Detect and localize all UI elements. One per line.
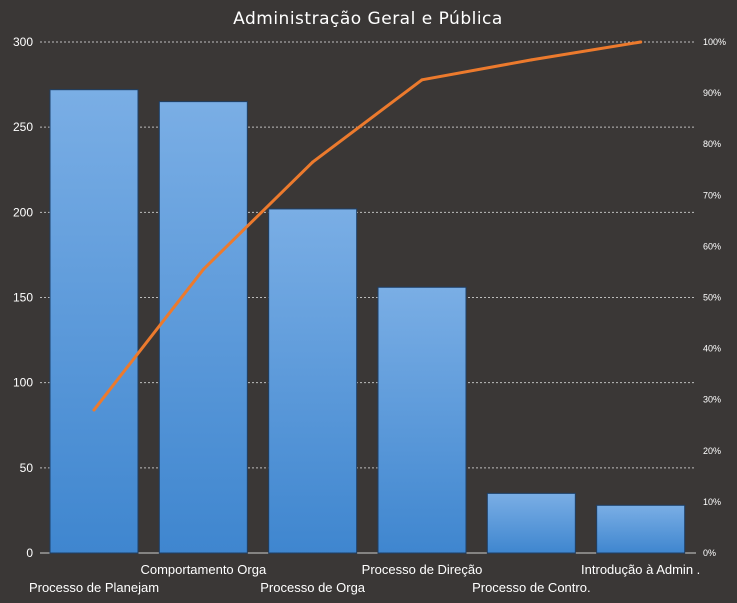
y-tick-label: 0 bbox=[26, 546, 33, 560]
cumulative-line-path bbox=[92, 40, 643, 412]
x-axis-labels: Processo de Planejam Comportamento Orga Pr… bbox=[29, 562, 700, 595]
bar bbox=[158, 101, 248, 554]
y2-tick-label: 40% bbox=[703, 344, 721, 354]
chart-title: Administração Geral e Pública bbox=[233, 9, 503, 29]
y2-tick-label: 50% bbox=[703, 293, 721, 303]
y2-tick-label: 60% bbox=[703, 241, 721, 251]
y-axis-ticks: 0 50 100 150 200 250 300 bbox=[13, 35, 33, 560]
y-tick-label: 50 bbox=[20, 461, 34, 475]
y-tick-label: 250 bbox=[13, 120, 33, 134]
line-point bbox=[529, 58, 533, 62]
y2-tick-label: 30% bbox=[703, 395, 721, 405]
bars bbox=[49, 89, 686, 554]
y2-tick-label: 100% bbox=[703, 37, 726, 47]
y2-axis-ticks: 0% 10% 20% 30% 40% 50% 60% 70% 80% 90% 100% bbox=[703, 37, 726, 558]
x-tick-label: Processo de Orga bbox=[260, 580, 366, 595]
y-tick-label: 150 bbox=[13, 291, 33, 305]
line-point bbox=[201, 267, 205, 271]
y2-tick-label: 70% bbox=[703, 190, 721, 200]
line-point bbox=[92, 408, 96, 412]
y-tick-label: 100 bbox=[13, 376, 33, 390]
bar bbox=[377, 286, 467, 554]
line-point bbox=[420, 78, 424, 82]
bar bbox=[268, 208, 358, 554]
x-tick-label: Introdução à Admin . bbox=[581, 562, 700, 577]
y2-tick-label: 90% bbox=[703, 88, 721, 98]
y2-tick-label: 10% bbox=[703, 497, 721, 507]
y2-tick-label: 0% bbox=[703, 548, 716, 558]
x-tick-label: Processo de Planejam bbox=[29, 580, 159, 595]
line-point bbox=[311, 160, 315, 164]
bar bbox=[596, 504, 686, 554]
y-tick-label: 200 bbox=[13, 205, 33, 219]
y-tick-label: 300 bbox=[13, 35, 33, 49]
x-tick-label: Processo de Direção bbox=[362, 562, 483, 577]
y2-tick-label: 80% bbox=[703, 139, 721, 149]
gridlines bbox=[40, 41, 696, 554]
x-tick-label: Processo de Contro. bbox=[472, 580, 591, 595]
x-tick-label: Comportamento Orga bbox=[140, 562, 266, 577]
bar bbox=[486, 492, 576, 554]
y2-tick-label: 20% bbox=[703, 446, 721, 456]
bar bbox=[49, 89, 139, 554]
cumulative-line bbox=[92, 40, 643, 412]
line-point bbox=[639, 40, 643, 44]
